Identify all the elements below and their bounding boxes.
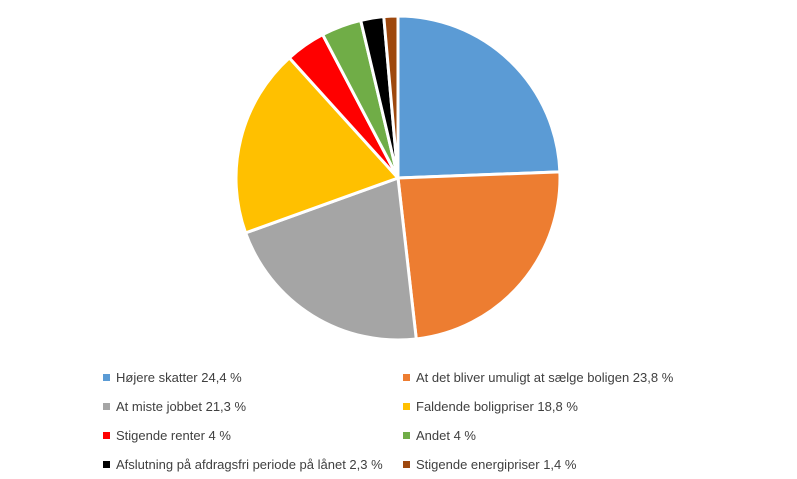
pie-slice <box>396 14 562 180</box>
legend-item: Andet 4 % <box>400 421 740 450</box>
pie-slice <box>234 56 400 235</box>
legend-label: Faldende boligpriser 18,8 % <box>416 399 578 414</box>
legend-swatch <box>103 461 110 468</box>
legend-swatch <box>403 403 410 410</box>
legend-item: Stigende renter 4 % <box>100 421 400 450</box>
legend-label: Afslutning på afdragsfri periode på låne… <box>116 457 383 472</box>
pie-slice <box>382 14 400 180</box>
legend-label: Andet 4 % <box>416 428 476 443</box>
legend-label: At det bliver umuligt at sælge boligen 2… <box>416 370 674 385</box>
legend-item: At det bliver umuligt at sælge boligen 2… <box>400 363 740 392</box>
legend-item: Stigende energipriser 1,4 % <box>400 450 740 479</box>
legend-label: Højere skatter 24,4 % <box>116 370 242 385</box>
legend-swatch <box>403 432 410 439</box>
legend-label: At miste jobbet 21,3 % <box>116 399 247 414</box>
legend-swatch <box>103 374 110 381</box>
legend-item: Højere skatter 24,4 % <box>100 363 400 392</box>
legend-swatch <box>103 403 110 410</box>
legend-swatch <box>103 432 110 439</box>
legend-label: Stigende energipriser 1,4 % <box>416 457 577 472</box>
pie-slice <box>396 170 562 341</box>
legend-swatch <box>403 461 410 468</box>
legend-item: Faldende boligpriser 18,8 % <box>400 392 740 421</box>
legend-label: Stigende renter 4 % <box>116 428 231 443</box>
legend-item: Afslutning på afdragsfri periode på låne… <box>100 450 400 479</box>
legend-swatch <box>403 374 410 381</box>
chart-legend: Højere skatter 24,4 % At det bliver umuli… <box>100 363 750 479</box>
legend-item: At miste jobbet 21,3 % <box>100 392 400 421</box>
